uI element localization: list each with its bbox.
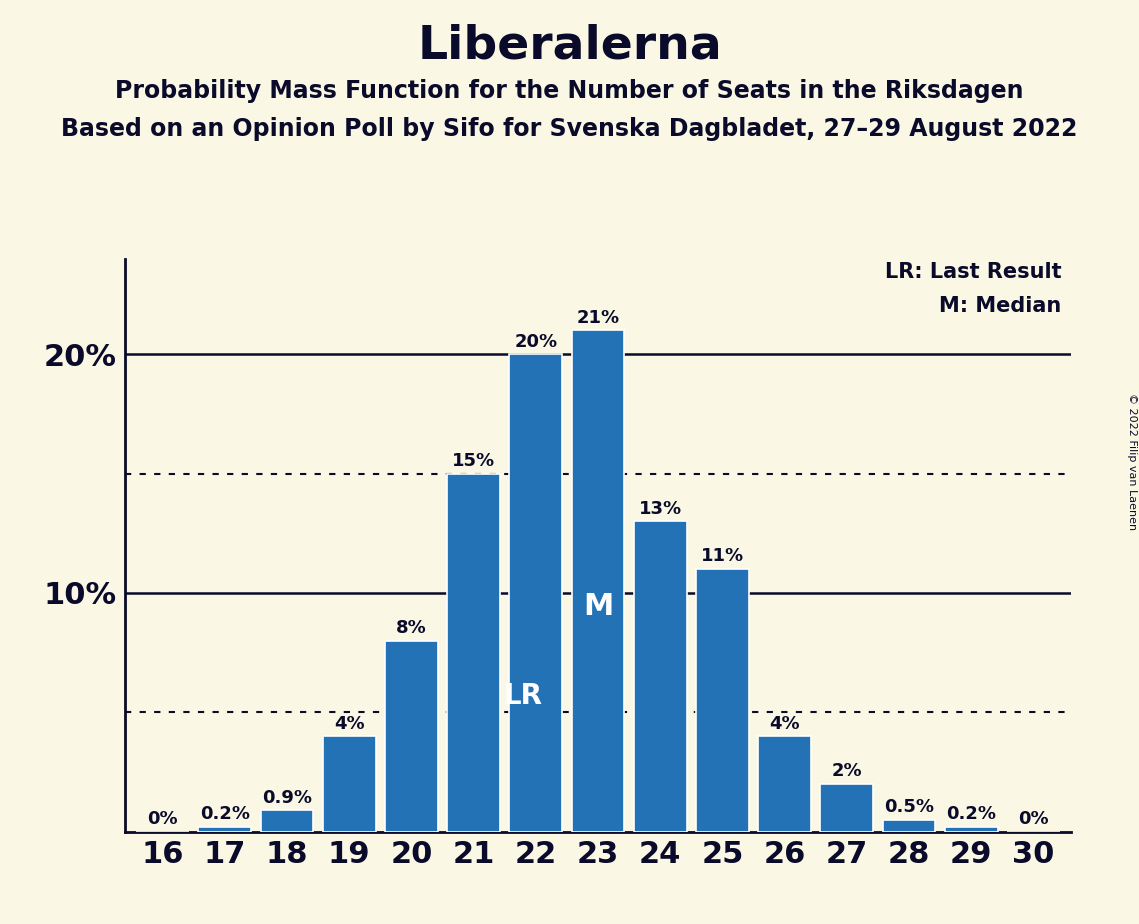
Text: LR: Last Result: LR: Last Result xyxy=(885,261,1062,282)
Text: 0.9%: 0.9% xyxy=(262,788,312,807)
Text: 15%: 15% xyxy=(452,452,495,470)
Text: Probability Mass Function for the Number of Seats in the Riksdagen: Probability Mass Function for the Number… xyxy=(115,79,1024,103)
Text: 20%: 20% xyxy=(514,333,557,350)
Bar xyxy=(572,331,624,832)
Text: LR: LR xyxy=(503,682,542,710)
Bar xyxy=(944,827,998,832)
Bar xyxy=(759,736,811,832)
Text: © 2022 Filip van Laenen: © 2022 Filip van Laenen xyxy=(1126,394,1137,530)
Text: 0%: 0% xyxy=(147,810,178,828)
Text: Based on an Opinion Poll by Sifo for Svenska Dagbladet, 27–29 August 2022: Based on an Opinion Poll by Sifo for Sve… xyxy=(62,117,1077,141)
Bar xyxy=(261,810,313,832)
Text: 4%: 4% xyxy=(334,714,364,733)
Text: 21%: 21% xyxy=(576,309,620,327)
Text: M: M xyxy=(583,591,613,621)
Text: 0.2%: 0.2% xyxy=(947,805,997,823)
Text: Liberalerna: Liberalerna xyxy=(417,23,722,68)
Bar xyxy=(385,640,437,832)
Text: 11%: 11% xyxy=(700,547,744,565)
Text: 0%: 0% xyxy=(1018,810,1049,828)
Bar xyxy=(198,827,252,832)
Text: 0.2%: 0.2% xyxy=(199,805,249,823)
Text: M: Median: M: Median xyxy=(939,296,1062,316)
Bar xyxy=(448,474,500,832)
Text: 4%: 4% xyxy=(769,714,800,733)
Bar xyxy=(509,354,563,832)
Text: 2%: 2% xyxy=(831,762,862,780)
Text: 0.5%: 0.5% xyxy=(884,798,934,816)
Text: 8%: 8% xyxy=(396,619,427,637)
Bar xyxy=(696,569,748,832)
Bar xyxy=(883,820,935,832)
Bar xyxy=(820,784,874,832)
Text: 13%: 13% xyxy=(639,500,682,517)
Bar xyxy=(322,736,376,832)
Bar xyxy=(633,521,687,832)
